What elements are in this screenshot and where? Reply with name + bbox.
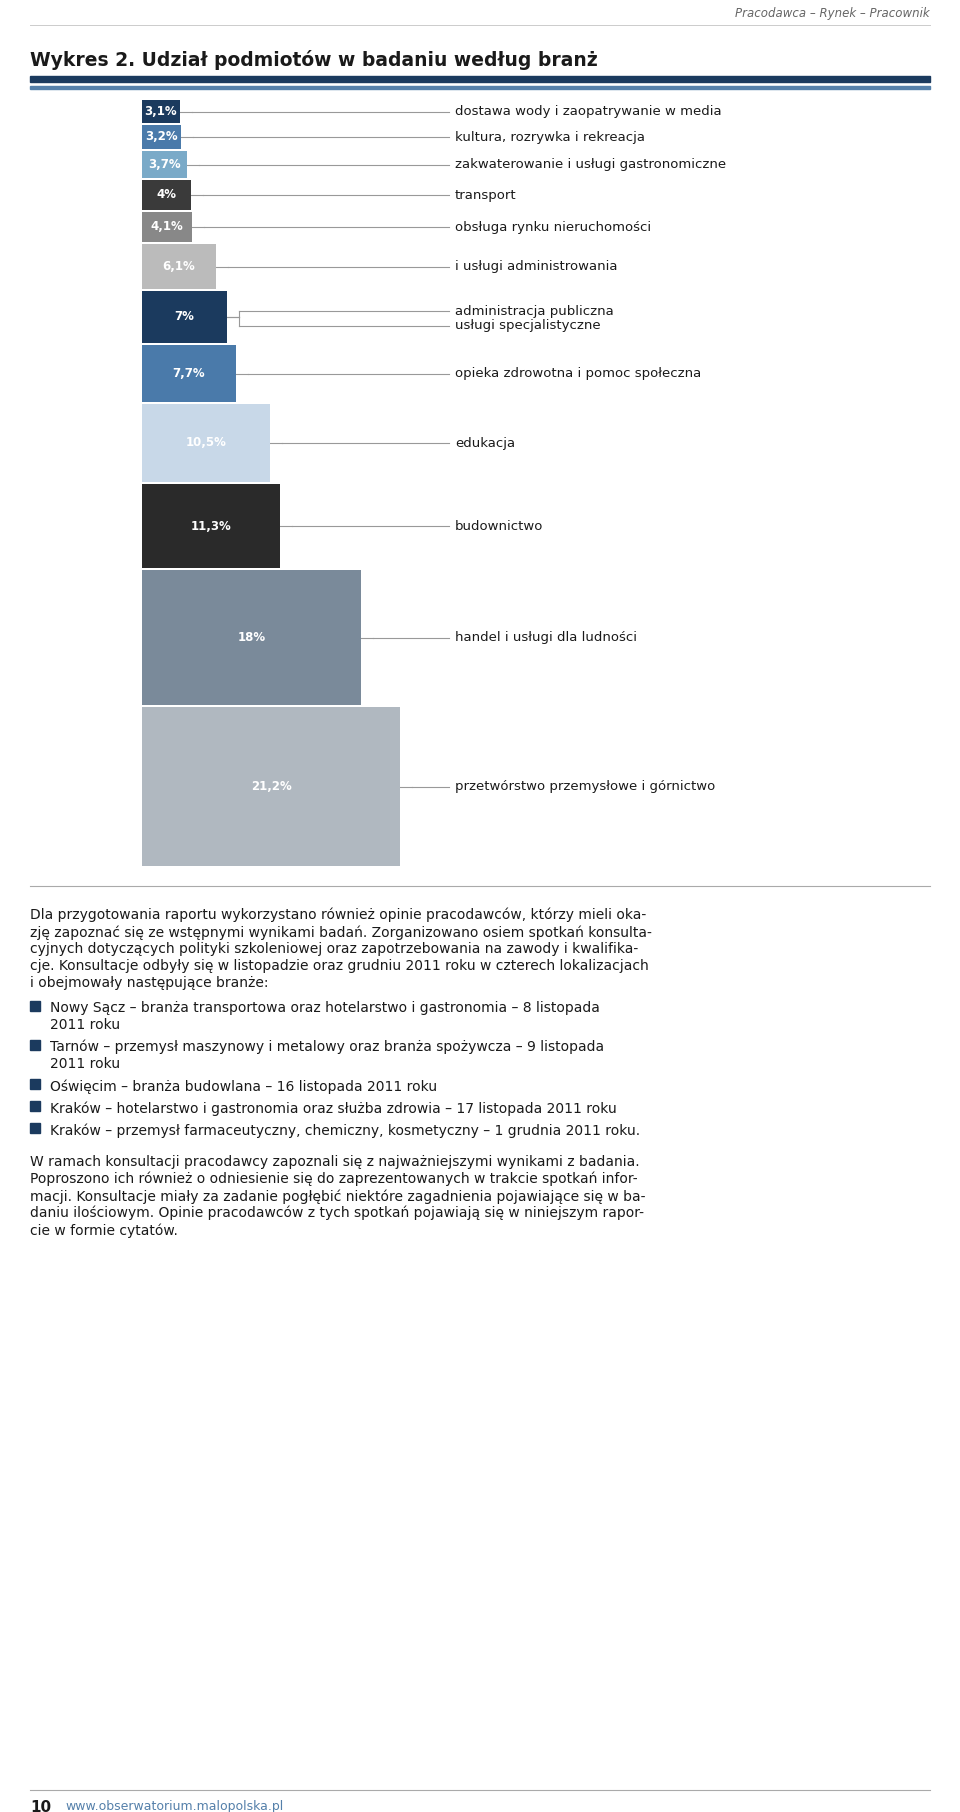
Text: 3,1%: 3,1% bbox=[145, 105, 178, 118]
Text: 4,1%: 4,1% bbox=[151, 221, 183, 234]
Text: www.obserwatorium.malopolska.pl: www.obserwatorium.malopolska.pl bbox=[65, 1799, 283, 1812]
Bar bbox=[142, 707, 400, 866]
Text: Poproszono ich również o odniesienie się do zaprezentowanych w trakcie spotkań i: Poproszono ich również o odniesienie się… bbox=[30, 1172, 637, 1187]
Bar bbox=[142, 150, 187, 178]
Text: 4%: 4% bbox=[156, 188, 177, 201]
Text: Nowy Sącz – branża transportowa oraz hotelarstwo i gastronomia – 8 listopada: Nowy Sącz – branża transportowa oraz hot… bbox=[50, 1000, 600, 1015]
Text: obsługa rynku nieruchomości: obsługa rynku nieruchomości bbox=[455, 221, 651, 234]
Text: 18%: 18% bbox=[237, 631, 266, 643]
Bar bbox=[142, 125, 180, 149]
Text: handel i usługi dla ludności: handel i usługi dla ludności bbox=[455, 631, 637, 643]
Text: cyjnych dotyczących polityki szkoleniowej oraz zapotrzebowania na zawody i kwali: cyjnych dotyczących polityki szkoleniowe… bbox=[30, 942, 638, 957]
Bar bbox=[30, 1040, 40, 1049]
Bar bbox=[142, 344, 236, 402]
Bar bbox=[142, 100, 180, 123]
Text: usługi specjalistyczne: usługi specjalistyczne bbox=[455, 319, 601, 332]
Text: Kraków – hotelarstwo i gastronomia oraz służba zdrowia – 17 listopada 2011 roku: Kraków – hotelarstwo i gastronomia oraz … bbox=[50, 1102, 616, 1116]
Bar bbox=[142, 245, 216, 288]
Bar bbox=[142, 404, 270, 482]
Text: cie w formie cytatów.: cie w formie cytatów. bbox=[30, 1223, 178, 1238]
Bar bbox=[142, 292, 228, 342]
Text: Wykres 2. Udział podmiotów w badaniu według branż: Wykres 2. Udział podmiotów w badaniu wed… bbox=[30, 51, 598, 71]
Text: 3,2%: 3,2% bbox=[145, 130, 178, 143]
Text: Pracodawca – Rynek – Pracownik: Pracodawca – Rynek – Pracownik bbox=[735, 7, 930, 20]
Bar bbox=[30, 1000, 40, 1011]
Text: 21,2%: 21,2% bbox=[251, 779, 292, 794]
Bar bbox=[142, 179, 191, 210]
Text: cje. Konsultacje odbyły się w listopadzie oraz grudniu 2011 roku w czterech loka: cje. Konsultacje odbyły się w listopadzi… bbox=[30, 959, 649, 973]
Bar bbox=[142, 571, 361, 705]
Text: Kraków – przemysł farmaceutyczny, chemiczny, kosmetyczny – 1 grudnia 2011 roku.: Kraków – przemysł farmaceutyczny, chemic… bbox=[50, 1123, 640, 1138]
Bar bbox=[30, 1123, 40, 1132]
Text: 7,7%: 7,7% bbox=[173, 368, 205, 381]
Text: macji. Konsultacje miały za zadanie pogłębić niektóre zagadnienia pojawiające si: macji. Konsultacje miały za zadanie pogł… bbox=[30, 1189, 645, 1203]
Text: Tarnów – przemysł maszynowy i metalowy oraz branża spożywcza – 9 listopada: Tarnów – przemysł maszynowy i metalowy o… bbox=[50, 1040, 604, 1055]
Text: 6,1%: 6,1% bbox=[163, 259, 196, 274]
Bar bbox=[30, 1102, 40, 1111]
Text: Dla przygotowania raportu wykorzystano również opinie pracodawców, którzy mieli : Dla przygotowania raportu wykorzystano r… bbox=[30, 908, 646, 922]
Text: 10,5%: 10,5% bbox=[185, 437, 227, 449]
Text: przetwórstwo przemysłowe i górnictwo: przetwórstwo przemysłowe i górnictwo bbox=[455, 779, 715, 794]
Bar bbox=[30, 1078, 40, 1089]
Text: administracja publiczna: administracja publiczna bbox=[455, 304, 613, 317]
Text: 7%: 7% bbox=[175, 310, 195, 324]
Text: 10: 10 bbox=[30, 1799, 51, 1812]
Text: edukacja: edukacja bbox=[455, 437, 516, 449]
Text: i usługi administrowania: i usługi administrowania bbox=[455, 259, 617, 274]
Text: daniu ilościowym. Opinie pracodawców z tych spotkań pojawiają się w niniejszym r: daniu ilościowym. Opinie pracodawców z t… bbox=[30, 1207, 644, 1221]
Text: zję zapoznać się ze wstępnymi wynikami badań. Zorganizowano osiem spotkań konsul: zję zapoznać się ze wstępnymi wynikami b… bbox=[30, 924, 652, 939]
Text: zakwaterowanie i usługi gastronomiczne: zakwaterowanie i usługi gastronomiczne bbox=[455, 158, 726, 170]
Bar bbox=[142, 484, 279, 567]
Text: budownictwo: budownictwo bbox=[455, 520, 543, 533]
Text: transport: transport bbox=[455, 188, 516, 201]
Text: Oświęcim – branża budowlana – 16 listopada 2011 roku: Oświęcim – branża budowlana – 16 listopa… bbox=[50, 1078, 437, 1093]
Text: 3,7%: 3,7% bbox=[148, 158, 180, 170]
Text: i obejmowały następujące branże:: i obejmowały następujące branże: bbox=[30, 977, 269, 989]
Text: kultura, rozrywka i rekreacja: kultura, rozrywka i rekreacja bbox=[455, 130, 645, 143]
Bar bbox=[30, 76, 930, 82]
Bar bbox=[30, 85, 930, 89]
Text: opieka zdrowotna i pomoc społeczna: opieka zdrowotna i pomoc społeczna bbox=[455, 368, 701, 381]
Text: 2011 roku: 2011 roku bbox=[50, 1018, 120, 1033]
Bar bbox=[142, 212, 192, 243]
Text: dostawa wody i zaopatrywanie w media: dostawa wody i zaopatrywanie w media bbox=[455, 105, 722, 118]
Text: W ramach konsultacji pracodawcy zapoznali się z najważniejszymi wynikami z badan: W ramach konsultacji pracodawcy zapoznal… bbox=[30, 1154, 639, 1169]
Text: 11,3%: 11,3% bbox=[190, 520, 231, 533]
Text: 2011 roku: 2011 roku bbox=[50, 1056, 120, 1071]
